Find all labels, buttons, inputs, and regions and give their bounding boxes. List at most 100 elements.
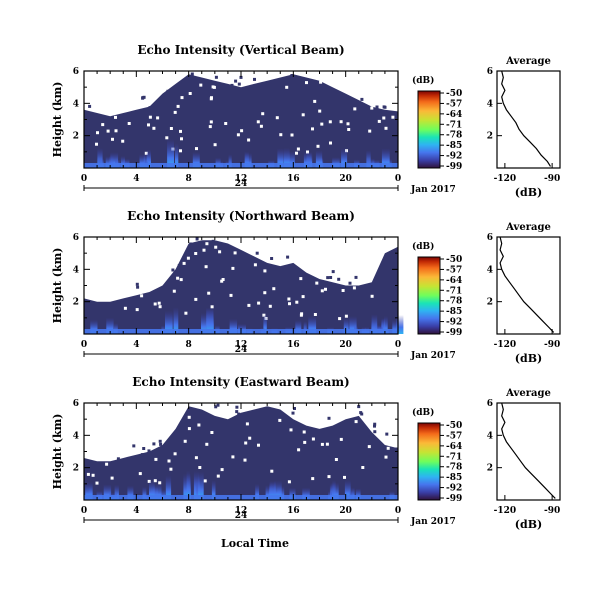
speckle [194, 297, 198, 301]
speckle [184, 311, 188, 315]
speckle [311, 477, 315, 481]
surface-echo [114, 484, 119, 500]
surface-echo [344, 480, 351, 500]
speckle [299, 277, 303, 281]
speckle [295, 300, 299, 304]
speckle [195, 237, 199, 241]
speckle [187, 427, 191, 431]
profile-y-tick-label: 2 [487, 464, 493, 474]
x-tick-label: 16 [287, 174, 300, 184]
speckle [195, 147, 198, 151]
profile-frame [496, 70, 561, 169]
y-tick-label: 4 [73, 431, 79, 441]
speckle [329, 141, 332, 145]
surface-echo [381, 148, 390, 168]
surface-echo [244, 151, 249, 168]
speckle [152, 442, 156, 446]
speckle [207, 291, 211, 295]
speckle [132, 444, 136, 448]
speckle [140, 453, 144, 457]
profile-frame [496, 402, 561, 501]
surface-echo [201, 313, 207, 334]
speckle [320, 122, 324, 126]
speckle [354, 275, 358, 279]
speckle [384, 126, 388, 130]
date-label: 24 [235, 511, 248, 521]
y-tick-label: 4 [73, 265, 79, 275]
speckle [88, 104, 92, 108]
speckle [337, 277, 341, 281]
y-tick-label: 2 [73, 132, 79, 142]
profile-y-tick-label: 2 [487, 298, 493, 308]
x-tick-label: 0 [395, 340, 401, 350]
speckle [313, 313, 317, 316]
speckle [270, 469, 274, 473]
speckle [247, 138, 251, 142]
surface-echo [392, 320, 398, 334]
colorbar-tick-label: -71 [446, 286, 462, 296]
speckle [318, 109, 322, 113]
speckle [234, 79, 238, 83]
speckle [180, 137, 183, 141]
surface-echo [215, 157, 221, 168]
speckle [244, 441, 248, 445]
speckle [224, 122, 228, 125]
speckle [205, 442, 209, 446]
surface-echo [381, 318, 385, 334]
colorbar-title: (dB) [412, 241, 434, 252]
speckle [159, 442, 163, 446]
profile-x-title: (dB) [515, 186, 542, 199]
y-tick-label: 6 [73, 233, 79, 243]
speckle [359, 411, 363, 415]
colorbar-tick-label: -57 [446, 99, 462, 109]
speckle [391, 115, 395, 119]
speckle [173, 452, 177, 456]
speckle [176, 104, 180, 108]
profile-x-tick-label: -90 [544, 174, 560, 184]
speckle [295, 151, 298, 155]
speckle [270, 257, 274, 260]
surface-echo [283, 147, 290, 168]
x-tick-label: 8 [186, 340, 192, 350]
speckle [147, 123, 150, 127]
colorbar [417, 422, 441, 501]
speckle [360, 97, 364, 101]
speckle [291, 411, 295, 415]
surface-echo [120, 156, 125, 168]
speckle [301, 113, 305, 117]
surface-echo [229, 318, 238, 334]
speckle [180, 96, 184, 100]
speckle [301, 295, 305, 299]
surface-echo [106, 317, 114, 334]
surface-echo [161, 489, 166, 500]
colorbar-tick-label: -92 [446, 152, 462, 162]
colorbar-tick-label: -99 [446, 328, 462, 338]
speckle [211, 239, 215, 243]
speckle [179, 129, 182, 133]
speckle [315, 281, 319, 285]
y-tick-label: 4 [73, 99, 79, 109]
speckle [279, 133, 283, 137]
x-tick-label: 0 [81, 340, 87, 350]
speckle [194, 456, 198, 460]
profile-line [501, 70, 552, 167]
surface-echo [330, 482, 339, 500]
panel-title: Echo Intensity (Vertical Beam) [137, 43, 344, 57]
speckle [386, 446, 390, 450]
speckle [106, 129, 110, 133]
y-tick-label: 6 [73, 67, 79, 77]
speckle [290, 74, 294, 77]
speckle [209, 97, 213, 101]
surface-echo [149, 480, 155, 500]
profile-frame [496, 236, 561, 335]
speckle [329, 276, 333, 279]
speckle [313, 99, 317, 103]
speckle [179, 278, 183, 282]
x-tick-label: 20 [339, 174, 352, 184]
surface-echo [238, 323, 246, 334]
colorbar-tick-label: -99 [446, 494, 462, 504]
colorbar-tick-label: -85 [446, 473, 462, 483]
speckle [334, 458, 338, 461]
speckle [91, 473, 95, 477]
speckle [148, 106, 152, 110]
